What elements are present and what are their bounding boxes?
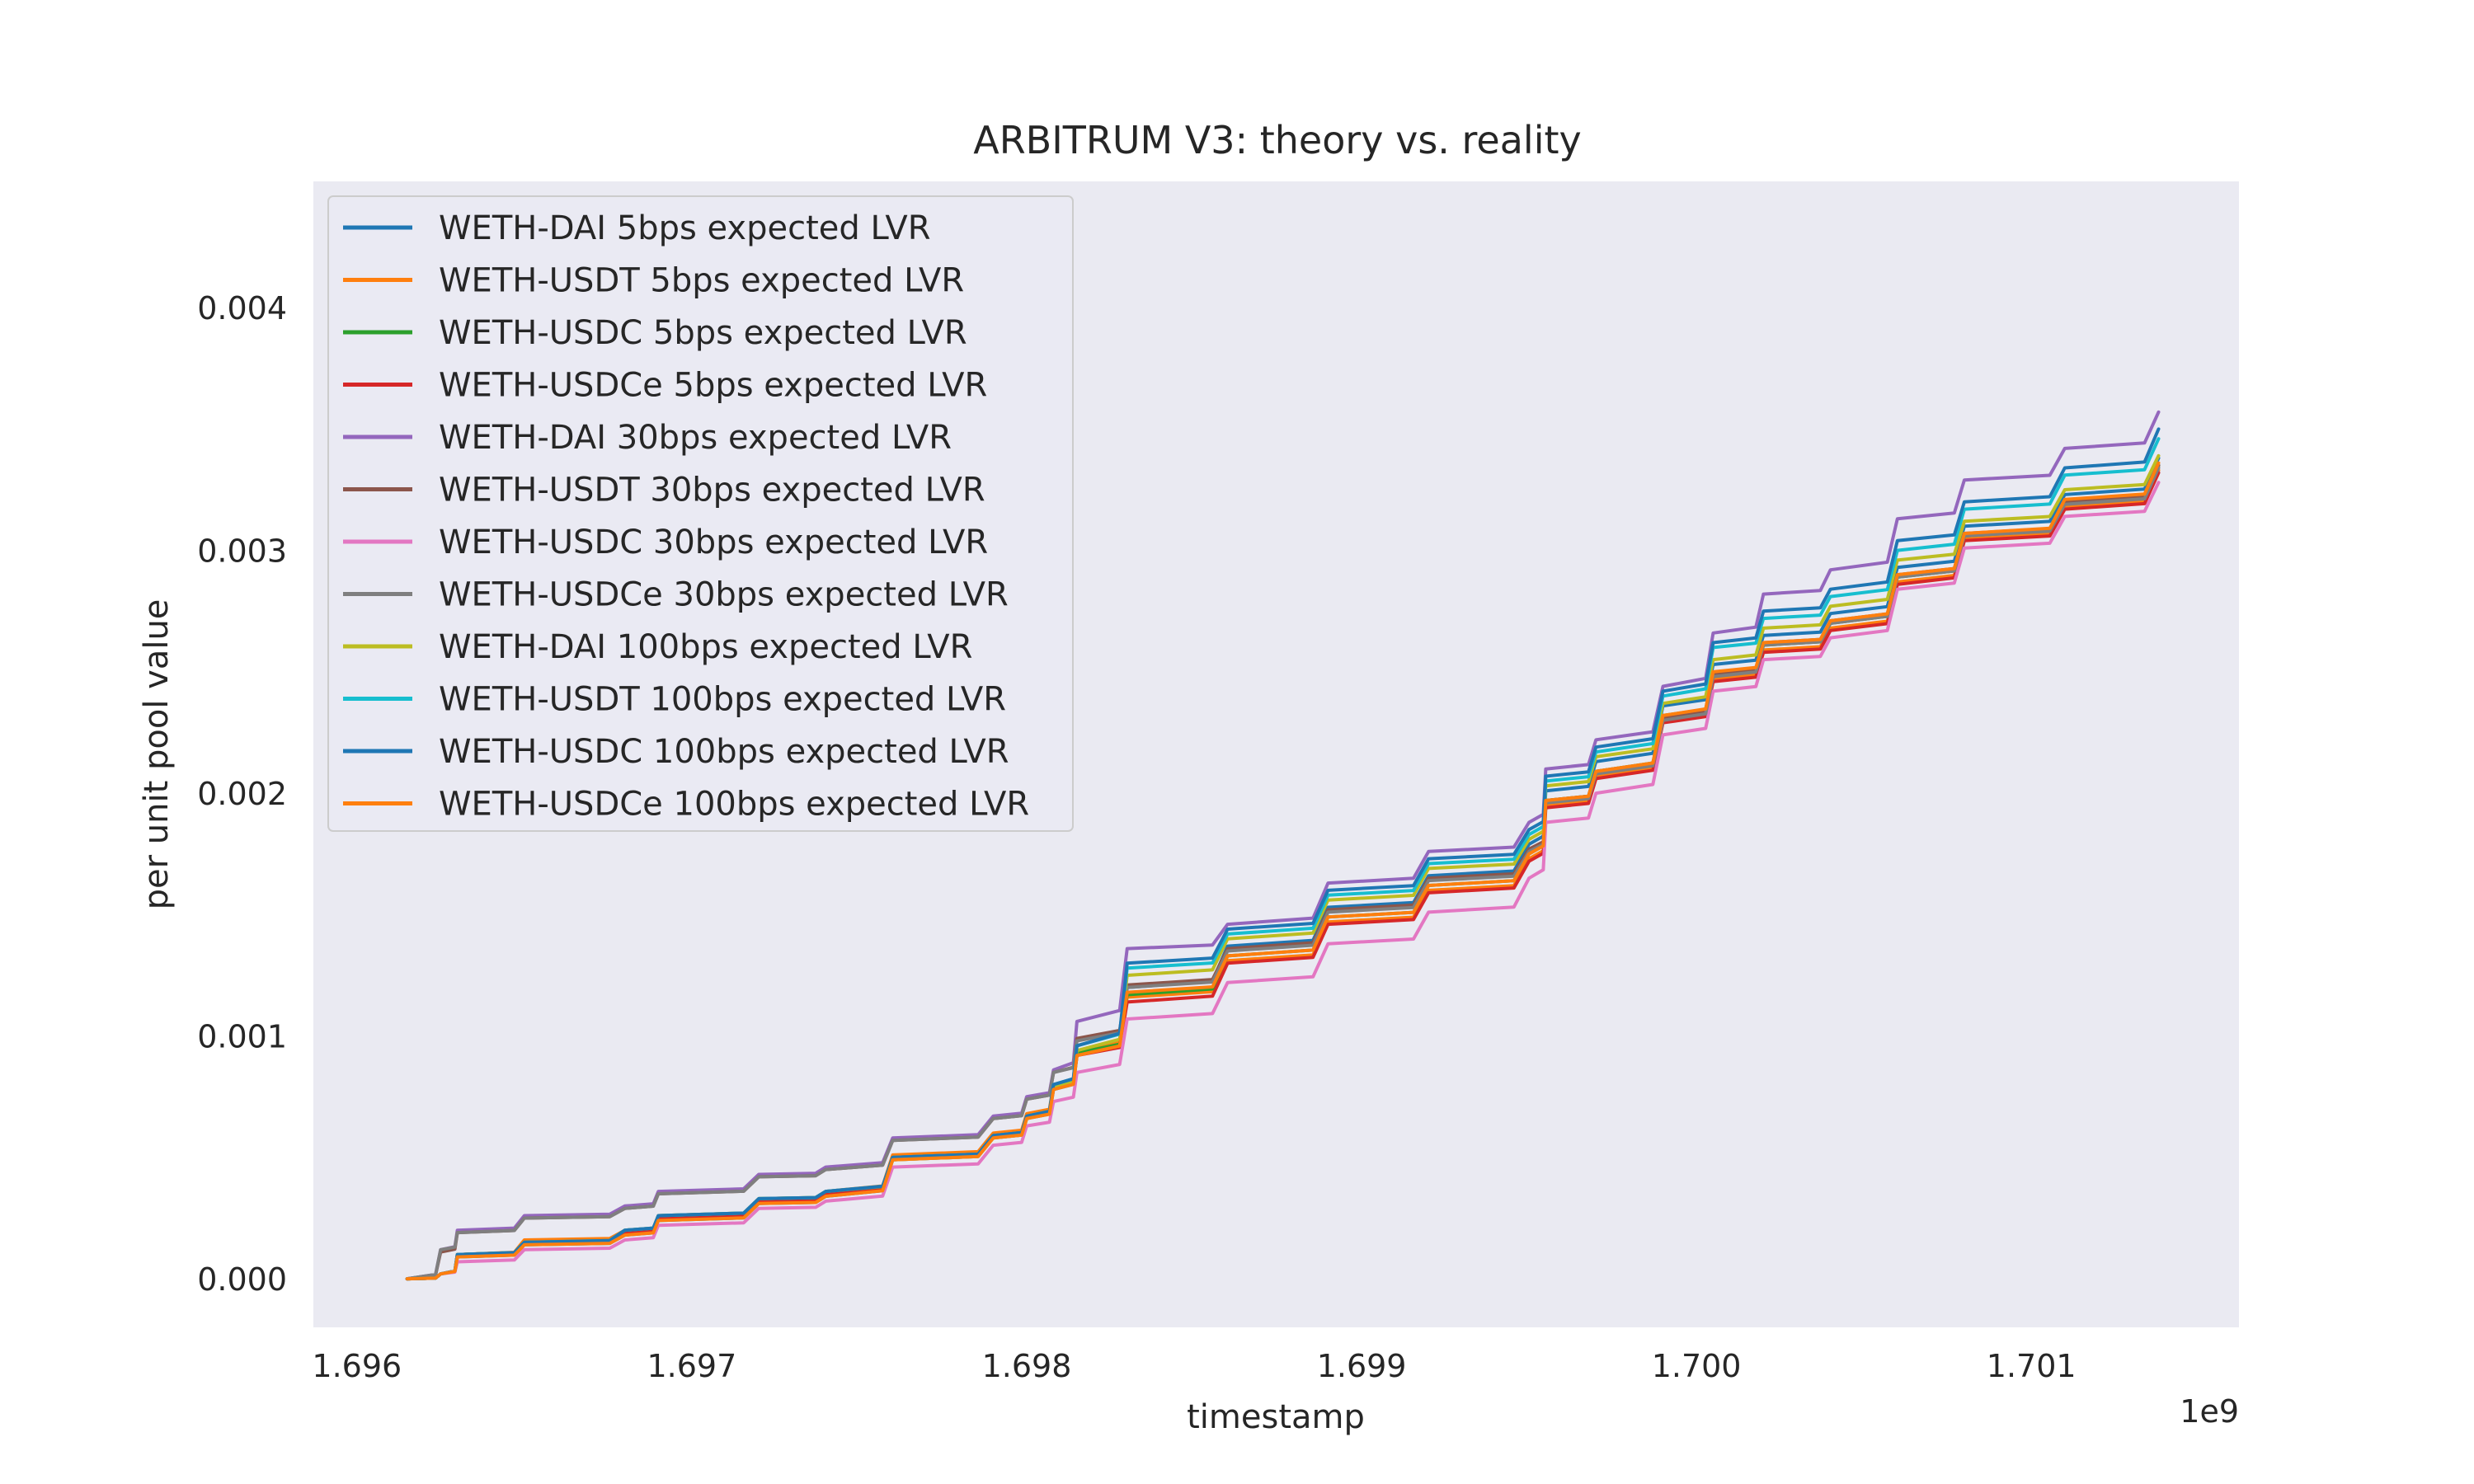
series-line-7 <box>405 481 2161 1281</box>
legend-label: WETH-USDC 5bps expected LVR <box>439 314 967 352</box>
series-line-12 <box>405 461 2161 1281</box>
legend-label: WETH-USDT 30bps expected LVR <box>439 472 985 510</box>
y-tick-label: 0.001 <box>197 1019 287 1055</box>
y-tick-labels: 0.000 0.001 0.002 0.003 0.004 <box>197 290 287 1298</box>
legend-label: WETH-USDT 100bps expected LVR <box>439 681 1006 719</box>
legend-label: WETH-USDCe 5bps expected LVR <box>439 367 987 405</box>
y-tick-label: 0.004 <box>197 290 287 326</box>
legend-items: WETH-DAI 5bps expected LVR WETH-USDT 5bps… <box>343 209 1029 824</box>
x-tick-label: 1.701 <box>1987 1348 2077 1384</box>
legend-label: WETH-USDCe 100bps expected LVR <box>439 786 1029 824</box>
x-tick-label: 1.700 <box>1652 1348 1742 1384</box>
legend-label: WETH-USDC 100bps expected LVR <box>439 733 1009 771</box>
x-axis-offset-text: 1e9 <box>2180 1393 2239 1430</box>
y-tick-label: 0.002 <box>197 776 287 812</box>
y-tick-label: 0.003 <box>197 533 287 570</box>
series-lines <box>405 410 2161 1281</box>
legend-label: WETH-DAI 5bps expected LVR <box>439 209 931 247</box>
y-axis-label: per unit pool value <box>138 599 176 910</box>
legend-label: WETH-DAI 30bps expected LVR <box>439 419 952 457</box>
series-line-8 <box>405 466 2161 1281</box>
legend-label: WETH-USDCe 30bps expected LVR <box>439 576 1009 614</box>
x-axis-label: timestamp <box>1187 1398 1365 1436</box>
y-tick-label: 0.000 <box>197 1261 287 1298</box>
chart-title: ARBITRUM V3: theory vs. reality <box>973 118 1581 162</box>
legend-frame <box>327 195 1074 832</box>
legend-label: WETH-DAI 100bps expected LVR <box>439 628 972 666</box>
legend: WETH-DAI 5bps expected LVR WETH-USDT 5bps… <box>327 195 1074 832</box>
legend-label: WETH-USDC 30bps expected LVR <box>439 524 988 561</box>
x-tick-labels: 1.696 1.697 1.698 1.699 1.700 1.701 <box>312 1348 2076 1384</box>
x-tick-label: 1.697 <box>647 1348 737 1384</box>
x-tick-label: 1.699 <box>1317 1348 1407 1384</box>
series-line-11 <box>405 427 2161 1281</box>
x-tick-label: 1.698 <box>982 1348 1072 1384</box>
legend-label: WETH-USDT 5bps expected LVR <box>439 262 964 300</box>
x-tick-label: 1.696 <box>312 1348 402 1384</box>
